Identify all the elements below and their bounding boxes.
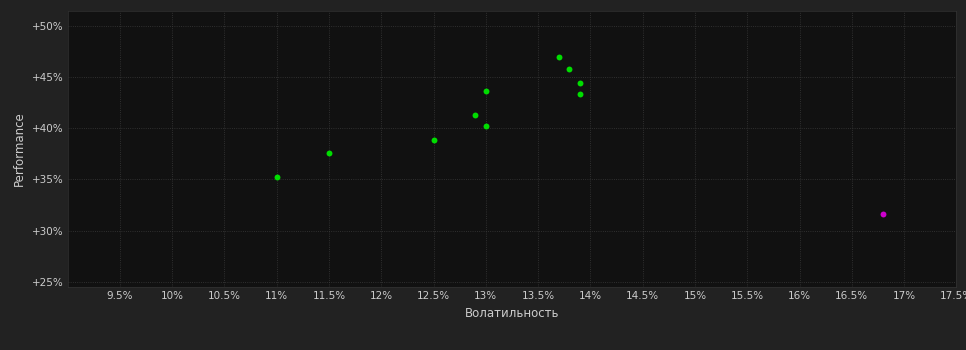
Point <box>478 124 494 129</box>
Y-axis label: Performance: Performance <box>14 111 26 186</box>
Point <box>552 54 567 60</box>
Point <box>875 211 891 217</box>
Point <box>478 89 494 94</box>
Point <box>572 80 587 86</box>
Point <box>572 92 587 97</box>
Point <box>426 137 441 142</box>
X-axis label: Волатильность: Волатильность <box>465 307 559 320</box>
Point <box>322 150 337 156</box>
Point <box>269 175 284 180</box>
Point <box>562 66 578 72</box>
Point <box>468 112 483 118</box>
